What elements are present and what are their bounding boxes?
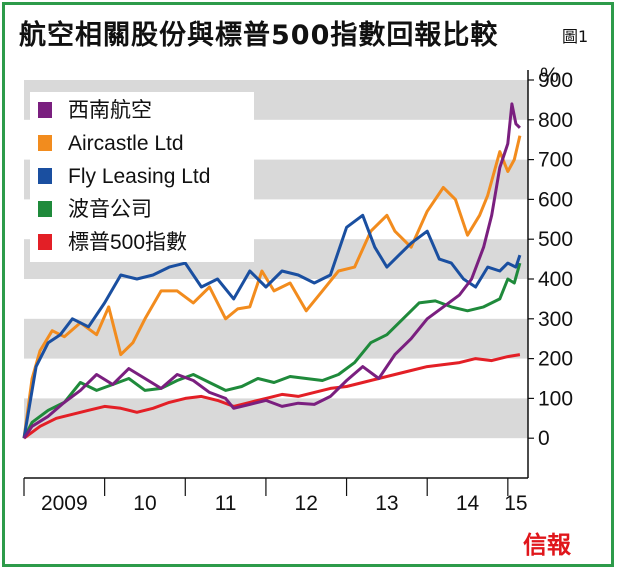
x-axis-ticks: 2009 10 11 12 13 14 15	[23, 478, 528, 515]
y-tick-label: 200	[538, 348, 573, 371]
legend-swatch	[38, 135, 52, 151]
grid-band	[24, 318, 528, 359]
x-tick-label: 14	[456, 492, 480, 515]
legend-label: Fly Leasing Ltd	[68, 165, 210, 188]
series-line-3	[22, 262, 522, 439]
y-axis-unit: %	[540, 64, 559, 87]
y-tick-label: 900	[538, 69, 573, 92]
legend-label: 標普500指數	[68, 231, 187, 254]
y-tick-label: 400	[538, 268, 573, 291]
x-tick-label: 2009	[41, 492, 88, 515]
series-line-1	[22, 135, 522, 439]
legend-swatch	[38, 168, 52, 184]
legend-swatch	[38, 234, 52, 250]
figure-label: 圖1	[562, 27, 589, 46]
legend-box	[30, 92, 254, 262]
y-axis-ticks: % 0 100 200 300 400 500 600 700 800 900	[528, 64, 573, 450]
y-tick-label: 500	[538, 228, 573, 251]
series-lines	[22, 102, 522, 440]
series-line-4	[23, 353, 521, 440]
x-tick-label: 15	[504, 492, 527, 515]
x-tick-label: 12	[295, 492, 318, 515]
y-tick-label: 0	[538, 427, 550, 450]
x-tick-label: 13	[375, 492, 398, 515]
x-tick-label: 10	[133, 492, 156, 515]
y-tick-label: 100	[538, 387, 573, 410]
y-tick-label: 700	[538, 149, 573, 172]
legend-label: 西南航空	[68, 99, 152, 122]
x-tick-label: 11	[215, 492, 237, 515]
series-line-0	[22, 102, 521, 440]
y-tick-label: 600	[538, 188, 573, 211]
legend-label: Aircastle Ltd	[68, 132, 184, 155]
legend-label: 波音公司	[68, 198, 152, 221]
legend: 西南航空 Aircastle Ltd Fly Leasing Ltd 波音公司標普50…	[30, 92, 254, 262]
series-line-2	[22, 213, 522, 439]
chart-title: 航空相關股份與標普500指數回報比較	[19, 20, 499, 51]
brand-logo: 信報	[523, 530, 571, 559]
y-tick-label: 300	[538, 308, 573, 331]
y-tick-label: 800	[538, 109, 573, 132]
legend-swatch	[38, 102, 52, 118]
legend-swatch	[38, 201, 52, 217]
axes	[24, 70, 529, 479]
